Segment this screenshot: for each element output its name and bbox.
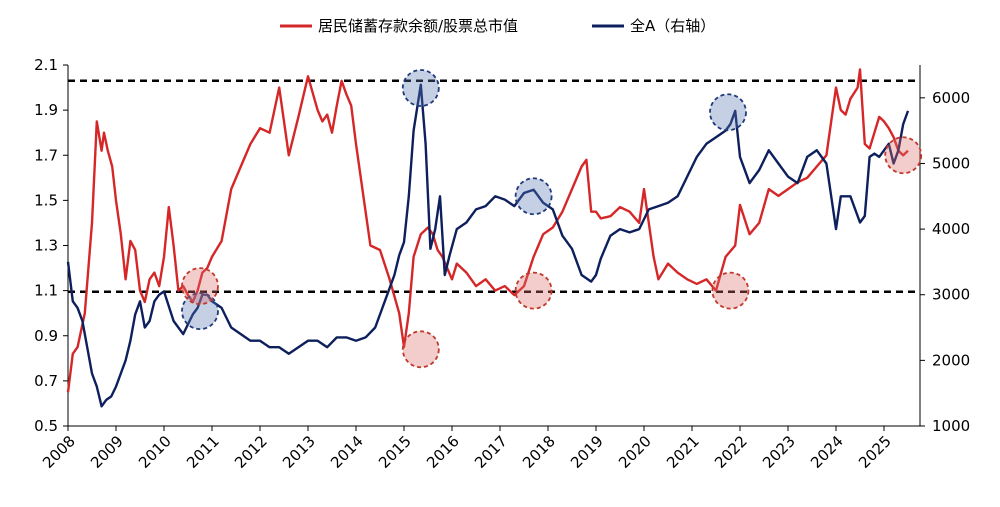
right-tick-label: 6000 xyxy=(932,89,970,107)
left-tick-label: 1.9 xyxy=(34,101,58,119)
x-tick-label: 2015 xyxy=(375,432,415,472)
x-tick-label: 2008 xyxy=(39,432,79,472)
legend-label-all-a: 全A（右轴） xyxy=(630,17,715,35)
x-tick-label: 2019 xyxy=(567,432,607,472)
x-tick-label: 2011 xyxy=(183,432,223,472)
left-tick-label: 0.7 xyxy=(34,372,58,390)
x-tick-label: 2022 xyxy=(711,432,751,472)
legend: 居民储蓄存款余额/股票总市值 全A（右轴） xyxy=(280,17,715,35)
x-tick-label: 2010 xyxy=(135,432,175,472)
x-tick-label: 2014 xyxy=(327,432,367,472)
highlight-circle xyxy=(709,93,747,132)
left-tick-label: 1.1 xyxy=(34,282,58,300)
plot-area: 0.5 0.7 0.9 1.1 1.3 1.5 1.7 1.9 2.1 1000 2000 3000 4… xyxy=(34,56,970,472)
x-tick-label: 2009 xyxy=(87,432,127,472)
right-tick-label: 2000 xyxy=(932,351,970,369)
x-tick-label: 2023 xyxy=(759,432,799,472)
series-line-all-a xyxy=(66,83,910,408)
highlight-circle xyxy=(514,271,553,310)
highlight-circle xyxy=(401,69,440,107)
left-tick-label: 2.1 xyxy=(34,56,58,74)
highlight-circle xyxy=(514,177,553,216)
left-tick-label: 1.3 xyxy=(34,237,58,255)
right-tick-label: 1000 xyxy=(932,417,970,435)
highlight-circle xyxy=(884,136,923,175)
right-tick-label: 4000 xyxy=(932,220,970,238)
left-tick-label: 0.5 xyxy=(34,417,58,435)
x-tick-label: 2020 xyxy=(615,432,655,472)
x-tick-label: 2017 xyxy=(471,432,511,472)
x-tick-label: 2025 xyxy=(855,432,895,472)
x-tick-label: 2024 xyxy=(807,432,847,472)
series-line-ratio xyxy=(66,68,909,393)
x-tick-label: 2018 xyxy=(519,432,559,472)
right-tick-label: 5000 xyxy=(932,154,970,172)
left-tick-label: 0.9 xyxy=(34,327,58,345)
right-tick-label: 3000 xyxy=(932,286,970,304)
legend-label-ratio: 居民储蓄存款余额/股票总市值 xyxy=(318,17,518,35)
left-tick-label: 1.5 xyxy=(34,191,58,209)
highlight-circle xyxy=(181,267,219,306)
x-tick-label: 2016 xyxy=(423,432,463,472)
highlight-circle xyxy=(711,271,750,310)
x-tick-label: 2013 xyxy=(279,432,319,472)
x-tick-label: 2021 xyxy=(663,432,703,472)
x-tick-label: 2012 xyxy=(231,432,271,472)
highlight-circle xyxy=(401,330,440,369)
left-tick-label: 1.7 xyxy=(34,146,58,164)
